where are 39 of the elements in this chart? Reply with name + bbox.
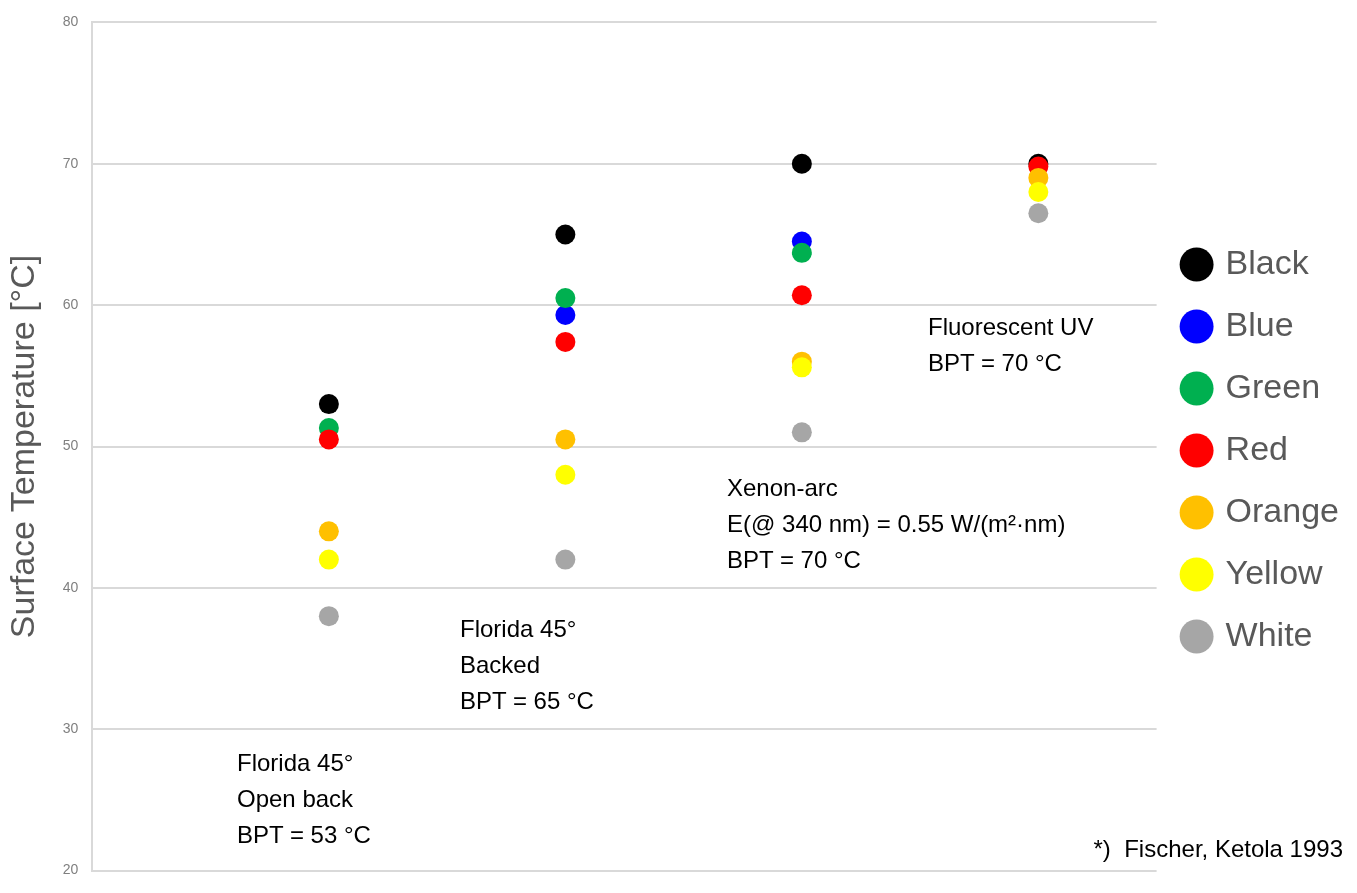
point [555,429,576,450]
point [318,394,339,415]
legend-label: Yellow [1225,552,1324,591]
y-tick-label: 80 [62,13,79,30]
annotation: Florida 45° Open back BPT = 53 °C [237,748,371,848]
point [791,153,812,174]
point [555,464,576,485]
annotation: Florida 45° Backed BPT = 65 °C [460,614,594,714]
point [555,549,576,570]
annotation: *) Fischer, Ketola 1993 [1093,834,1343,862]
y-tick-label: 50 [62,437,79,454]
point [1028,203,1049,224]
y-axis-title: Surface Temperature [°C] [2,254,41,639]
legend-label: Blue [1225,304,1294,343]
legend-label: Black [1225,242,1310,281]
y-tick-label: 60 [62,295,79,312]
annotation: Xenon-arc E(@ 340 nm) = 0.55 W/(m²·nm) BPT = 70 °C [727,473,1066,573]
y-tick-label: 20 [62,861,79,878]
legend-label: White [1225,614,1313,653]
point [555,331,576,352]
point [791,242,812,263]
point [318,429,339,450]
point [555,305,576,326]
point [318,521,339,542]
point [318,606,339,627]
point [791,285,812,306]
annotation: Fluorescent UV BPT = 70 °C [928,312,1094,376]
y-tick-label: 40 [62,578,79,595]
point [318,549,339,570]
legend-label: Green [1225,366,1321,405]
y-tick-label: 30 [62,720,79,737]
point [791,422,812,443]
legend-label: Red [1225,428,1288,467]
point [791,357,812,378]
point [555,224,576,245]
point [1028,182,1049,203]
point [555,288,576,309]
legend-label: Orange [1225,490,1339,529]
y-tick-label: 70 [62,154,79,171]
